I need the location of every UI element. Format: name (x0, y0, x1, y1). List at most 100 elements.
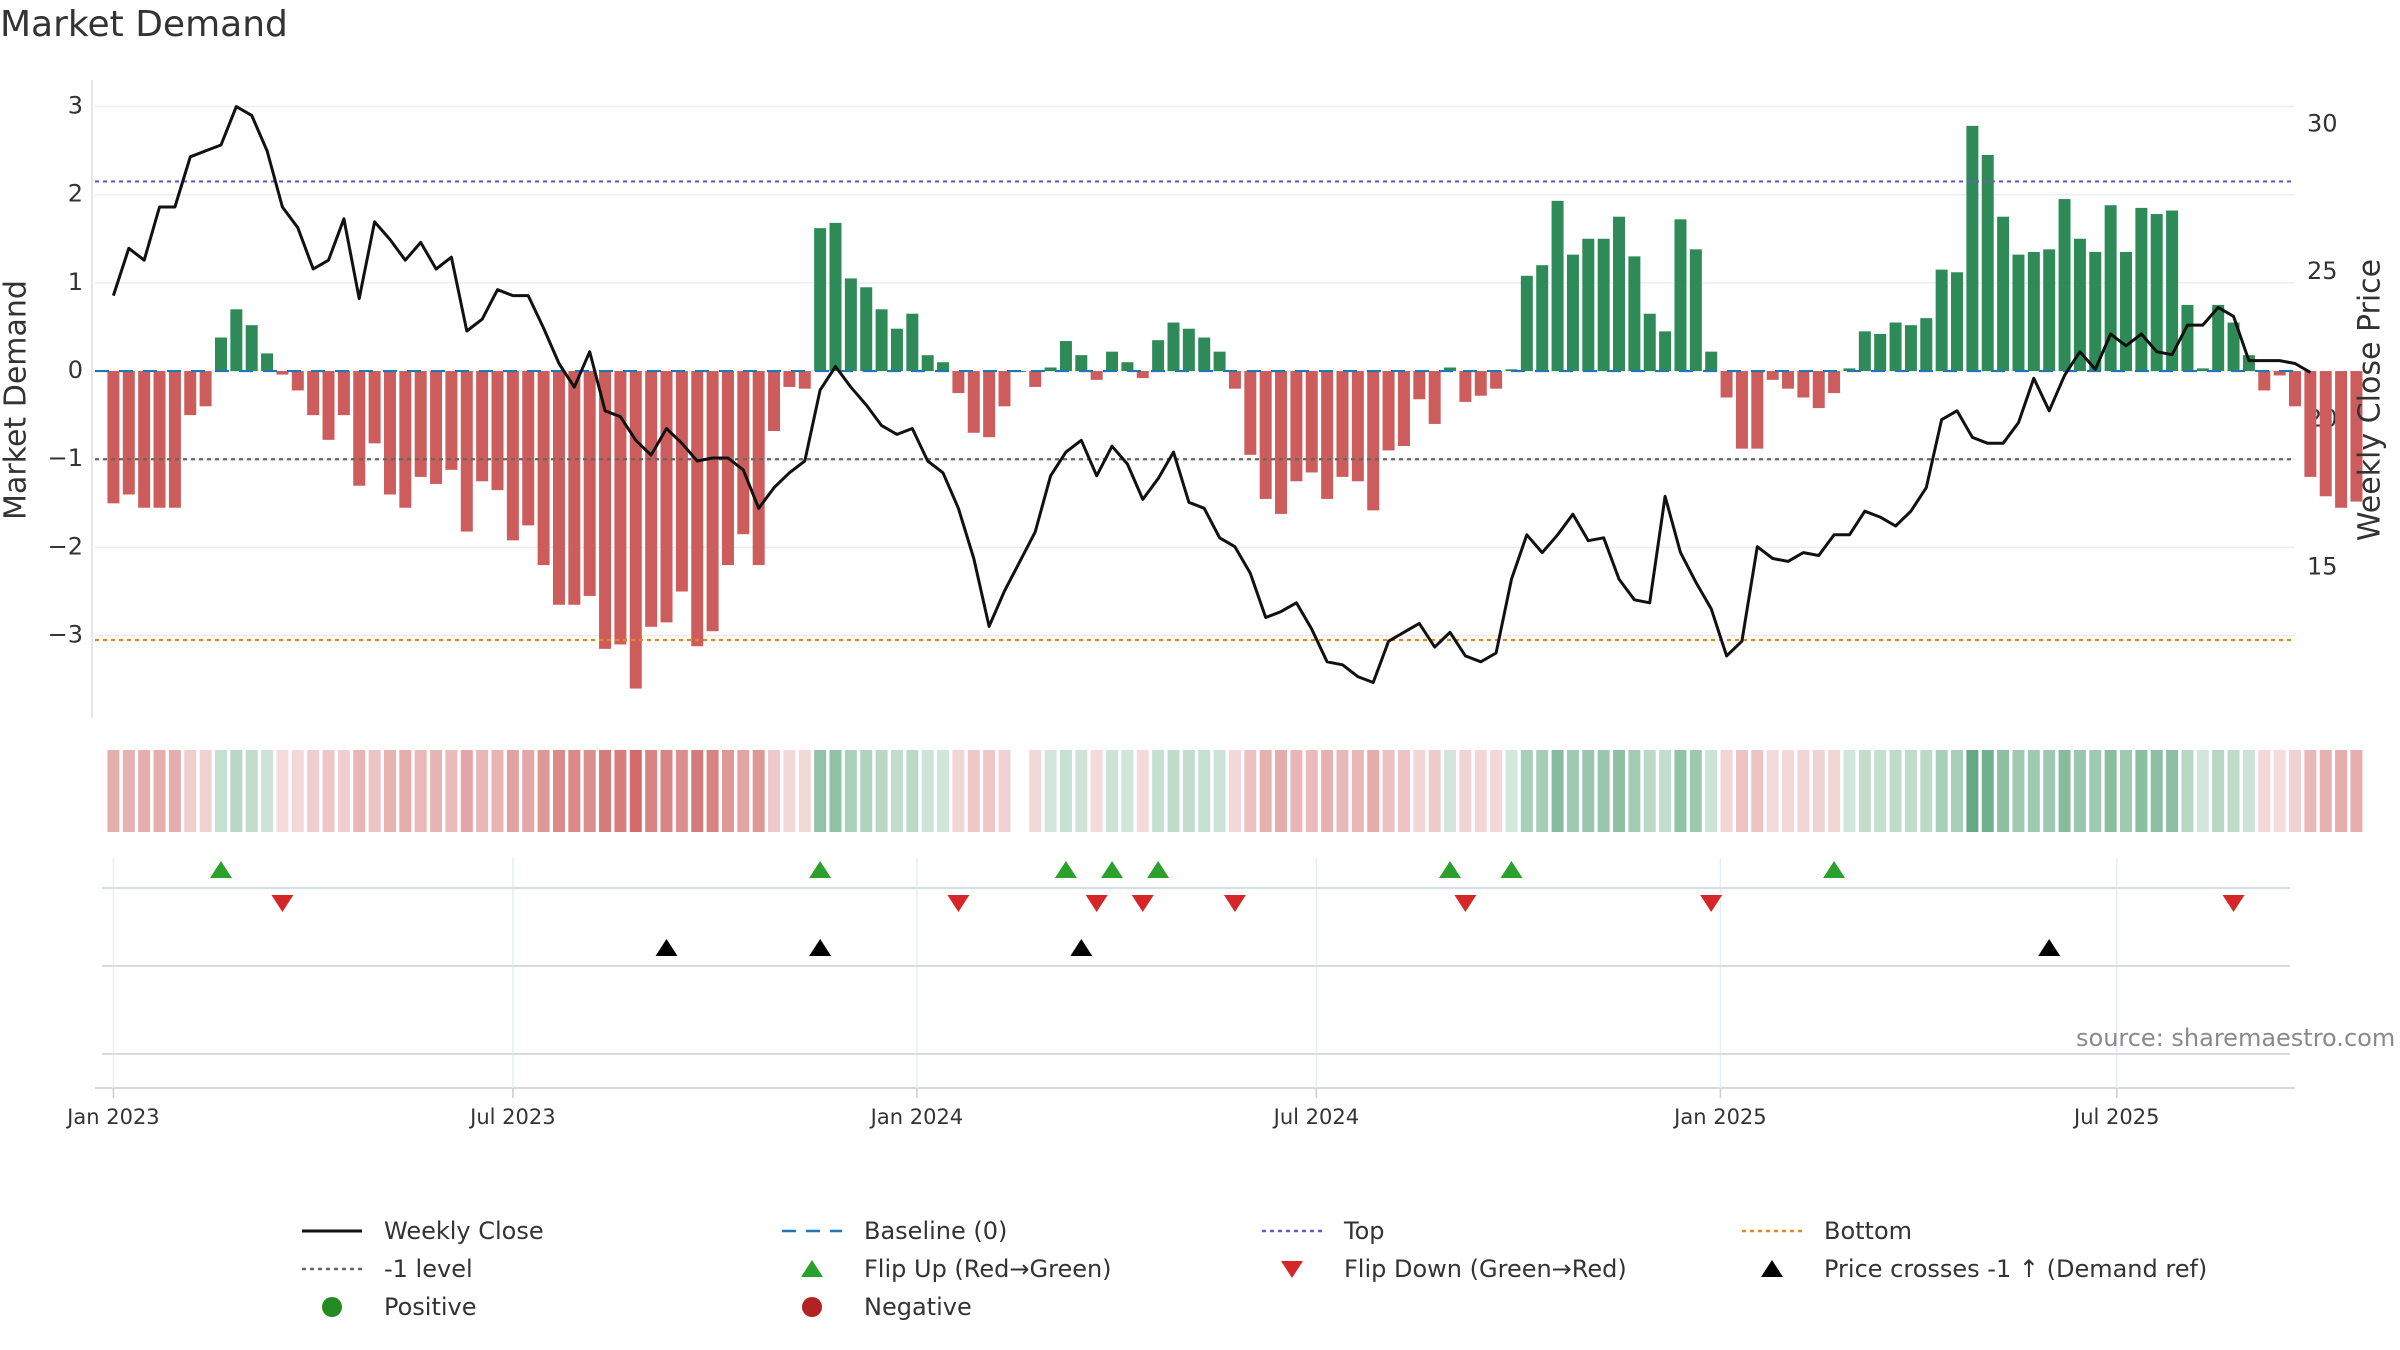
demand-bar-positive (2104, 205, 2117, 372)
heat-cell-positive (2150, 750, 2163, 832)
demand-bar-negative (1228, 371, 1241, 389)
flip-down-marker (1223, 895, 1246, 912)
legend-symbol (302, 1229, 362, 1233)
demand-bar-positive (2012, 254, 2025, 372)
heat-cell-positive (860, 750, 873, 832)
heat-cell-negative (1828, 750, 1841, 832)
demand-bar-positive (1874, 334, 1887, 372)
demand-bar-negative (2350, 371, 2363, 502)
legend-label: Weekly Close (384, 1217, 544, 1245)
heat-cell-negative (614, 750, 627, 832)
demand-bar-negative (552, 371, 565, 605)
heat-cell-positive (1566, 750, 1579, 832)
legend-glyph (801, 1260, 823, 1277)
heat-cell-negative (1474, 750, 1487, 832)
demand-bar-negative (199, 371, 212, 407)
heat-cell-positive (2027, 750, 2040, 832)
demand-bar-positive (2089, 251, 2102, 372)
heat-cell-positive (875, 750, 888, 832)
heat-cell-positive (230, 750, 243, 832)
heat-cell-negative (1321, 750, 1334, 832)
heat-cell-negative (768, 750, 781, 832)
heat-cell-positive (1198, 750, 1211, 832)
demand-bar-negative (122, 371, 135, 495)
heat-cell-positive (2135, 750, 2148, 832)
heat-cell-positive (1628, 750, 1641, 832)
heat-cell-negative (1812, 750, 1825, 832)
heat-cell-negative (383, 750, 396, 832)
demand-bar-negative (998, 371, 1011, 407)
heat-cell-positive (1904, 750, 1917, 832)
legend-label: Flip Up (Red→Green) (864, 1255, 1112, 1283)
demand-bar-negative (599, 371, 612, 649)
demand-bar-positive (1551, 200, 1564, 372)
heat-cell-negative (122, 750, 135, 832)
heat-cell-positive (1966, 750, 1979, 832)
demand-bar-negative (383, 371, 396, 495)
demand-bar-positive (1904, 325, 1917, 372)
demand-bar-negative (1413, 371, 1426, 400)
legend-item-minus1: -1 level (300, 1255, 473, 1283)
y2-tick-label: 30 (2307, 109, 2338, 137)
y-tick-label: −1 (48, 444, 83, 472)
demand-bar-positive (1705, 351, 1718, 372)
demand-bar-positive (906, 313, 919, 372)
demand-bar-negative (1090, 371, 1103, 380)
heat-cell-positive (1874, 750, 1887, 832)
heat-cell-negative (337, 750, 350, 832)
heat-cell-negative (276, 750, 289, 832)
legend-item-positive: Positive (300, 1293, 477, 1321)
flip-up-marker (809, 861, 832, 878)
demand-bar-positive (2227, 322, 2240, 372)
demand-bar-positive (2150, 214, 2163, 372)
heat-cell-negative (2350, 750, 2363, 832)
demand-bar-negative (706, 371, 719, 632)
heat-cell-positive (214, 750, 227, 832)
heat-cell-positive (1044, 750, 1057, 832)
heat-cell-positive (1689, 750, 1702, 832)
heat-cell-positive (1674, 750, 1687, 832)
demand-bar-positive (1920, 318, 1933, 372)
heat-cell-positive (1520, 750, 1533, 832)
heat-cell-negative (1735, 750, 1748, 832)
heat-cell-negative (1428, 750, 1441, 832)
heat-cell-negative (798, 750, 811, 832)
heat-cell-positive (2196, 750, 2209, 832)
heat-cell-negative (322, 750, 335, 832)
demand-bar-positive (2043, 249, 2056, 372)
heat-cell-positive (1059, 750, 1072, 832)
demand-bar-negative (399, 371, 412, 508)
heat-cell-negative (291, 750, 304, 832)
demand-bar-positive (2196, 368, 2209, 372)
demand-bar-negative (1735, 371, 1748, 449)
heat-cell-negative (1351, 750, 1364, 832)
demand-bar-negative (153, 371, 166, 508)
heat-cell-negative (107, 750, 120, 832)
demand-bar-negative (138, 371, 151, 508)
legend-label: Bottom (1824, 1217, 1913, 1245)
heat-cell-negative (1029, 750, 1042, 832)
demand-bar-positive (1951, 272, 1964, 372)
y-tick-label: −2 (48, 532, 83, 560)
x-tick-label: Jul 2024 (1272, 1105, 1359, 1129)
heat-cell-negative (1090, 750, 1103, 832)
legend-item-baseline: Baseline (0) (780, 1217, 1007, 1245)
legend-item-bottom: Bottom (1740, 1217, 1912, 1245)
demand-bar-positive (2181, 304, 2194, 372)
heat-cell-positive (906, 750, 919, 832)
demand-bar-positive (1182, 328, 1195, 372)
legend-symbol (322, 1297, 342, 1317)
flip-down-marker (1700, 895, 1723, 912)
heat-cell-negative (1413, 750, 1426, 832)
demand-bar-negative (337, 371, 350, 416)
legend-symbol (1262, 1229, 1322, 1233)
heat-cell-negative (660, 750, 673, 832)
demand-bar-negative (1351, 371, 1364, 482)
price-cross-marker (655, 939, 678, 956)
demand-bar-negative (1782, 371, 1795, 389)
demand-bar-negative (1428, 371, 1441, 424)
demand-bar-negative (1720, 371, 1733, 398)
flip-down-marker (947, 895, 970, 912)
demand-bar-negative (506, 371, 519, 541)
heat-cell-positive (2043, 750, 2056, 832)
